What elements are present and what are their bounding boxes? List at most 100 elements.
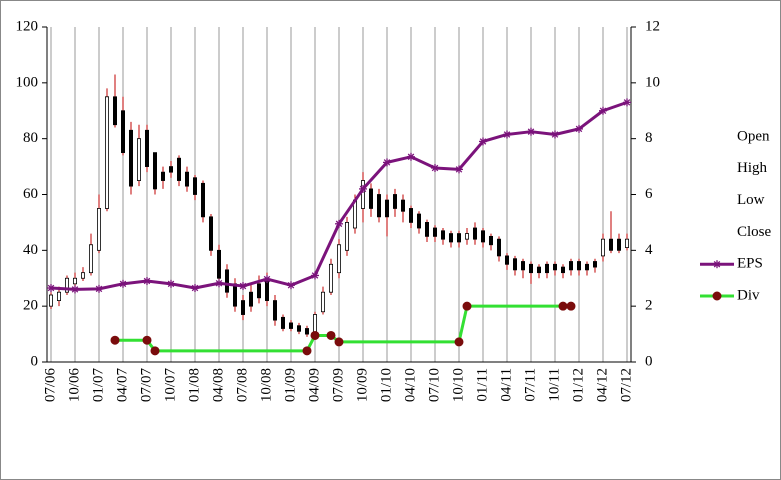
- marker-stroke: [119, 280, 127, 288]
- candle-body: [561, 266, 566, 274]
- marker-stroke: [215, 280, 223, 287]
- x-tick-label: 07/07: [138, 368, 154, 403]
- candle-body: [136, 138, 141, 181]
- point-marker: [119, 279, 127, 288]
- x-tick-label: 10/06: [66, 368, 82, 403]
- candle-body: [216, 249, 221, 279]
- point-marker: [71, 285, 79, 294]
- candle-body: [456, 233, 461, 243]
- candle-body: [280, 316, 285, 329]
- candle-body: [248, 291, 253, 307]
- x-tick-label: 07/08: [234, 368, 250, 402]
- candle-body: [128, 129, 133, 187]
- x-tick-label: 10/11: [546, 368, 562, 402]
- point-marker: [527, 127, 535, 136]
- candle-body: [65, 277, 70, 293]
- candle-body: [472, 227, 477, 240]
- y-tick-label: 120: [16, 18, 39, 34]
- candle-body: [496, 238, 501, 257]
- marker-stroke: [311, 272, 319, 279]
- candle-body: [296, 325, 301, 332]
- candle-body: [232, 283, 237, 307]
- point-marker: [479, 137, 487, 146]
- x-tick-label: 10/09: [354, 368, 370, 402]
- x-tick-label: 04/12: [594, 368, 610, 402]
- candle-body: [304, 328, 309, 335]
- candle-body: [240, 300, 245, 315]
- candle-body: [424, 222, 429, 237]
- y-tick-label: 20: [23, 298, 38, 314]
- x-tick-label: 01/10: [378, 368, 394, 402]
- candle-body: [553, 263, 558, 271]
- marker-stroke: [167, 280, 175, 288]
- legend-label: EPS: [737, 256, 763, 272]
- marker-stroke: [575, 125, 583, 133]
- candle-body: [376, 194, 381, 218]
- point-marker: [334, 337, 344, 347]
- x-tick-label: 07/09: [330, 368, 346, 402]
- x-tick-label: 07/10: [426, 368, 442, 402]
- candle-body: [392, 194, 397, 209]
- candle-body: [49, 294, 54, 307]
- marker-stroke: [713, 260, 721, 268]
- candle-body: [328, 263, 333, 293]
- marker-stroke: [287, 281, 295, 289]
- marker-stroke: [455, 166, 463, 173]
- candle-body: [360, 180, 365, 209]
- candle-body: [440, 230, 445, 240]
- candle-body: [184, 171, 189, 187]
- candle-body: [368, 188, 373, 209]
- candle-body: [57, 291, 62, 301]
- y2-tick-label: 2: [645, 298, 653, 314]
- y-tick-label: 100: [16, 74, 39, 90]
- candle-body: [617, 238, 622, 251]
- candle-body: [168, 166, 173, 173]
- marker-stroke: [599, 107, 607, 115]
- y2-tick-label: 0: [645, 353, 653, 369]
- candle-body: [272, 300, 277, 321]
- candle-body: [529, 263, 534, 274]
- candle-body: [432, 227, 437, 237]
- y2-tick-label: 10: [645, 74, 660, 90]
- legend-label: Div: [737, 287, 760, 303]
- candle-body: [160, 171, 165, 181]
- y-tick-label: 0: [31, 353, 39, 369]
- marker-stroke: [359, 185, 367, 193]
- y2-tick-label: 6: [645, 186, 653, 202]
- point-marker: [566, 301, 576, 311]
- candle-body: [224, 269, 229, 293]
- candle-body: [336, 244, 341, 274]
- marker-stroke: [95, 285, 103, 293]
- candle-body: [408, 208, 413, 223]
- candle-body: [448, 233, 453, 243]
- point-marker: [599, 106, 607, 115]
- point-marker: [454, 337, 464, 347]
- x-tick-label: 04/09: [306, 368, 322, 402]
- candle-body: [521, 261, 526, 271]
- candle-body: [577, 261, 582, 271]
- x-tick-label: 10/10: [450, 368, 466, 402]
- candle-body: [208, 216, 213, 251]
- point-marker: [215, 279, 223, 288]
- point-marker: [47, 284, 55, 293]
- point-marker: [335, 219, 343, 228]
- marker-stroke: [143, 277, 151, 285]
- legend-label: High: [737, 160, 768, 176]
- marker-stroke: [551, 131, 559, 138]
- candle-body: [144, 129, 149, 167]
- x-tick-label: 01/12: [570, 368, 586, 402]
- point-marker: [95, 284, 103, 293]
- point-marker: [167, 279, 175, 288]
- point-marker: [302, 346, 312, 356]
- x-tick-label: 10/08: [258, 368, 274, 402]
- candle-body: [416, 213, 421, 229]
- point-marker: [431, 163, 439, 172]
- marker-stroke: [503, 131, 511, 138]
- x-tick-label: 01/09: [282, 368, 298, 402]
- candle-body: [89, 244, 94, 274]
- candle-body: [288, 322, 293, 329]
- point-marker: [150, 346, 160, 356]
- point-marker: [455, 165, 463, 174]
- x-tick-label: 07/06: [42, 368, 58, 403]
